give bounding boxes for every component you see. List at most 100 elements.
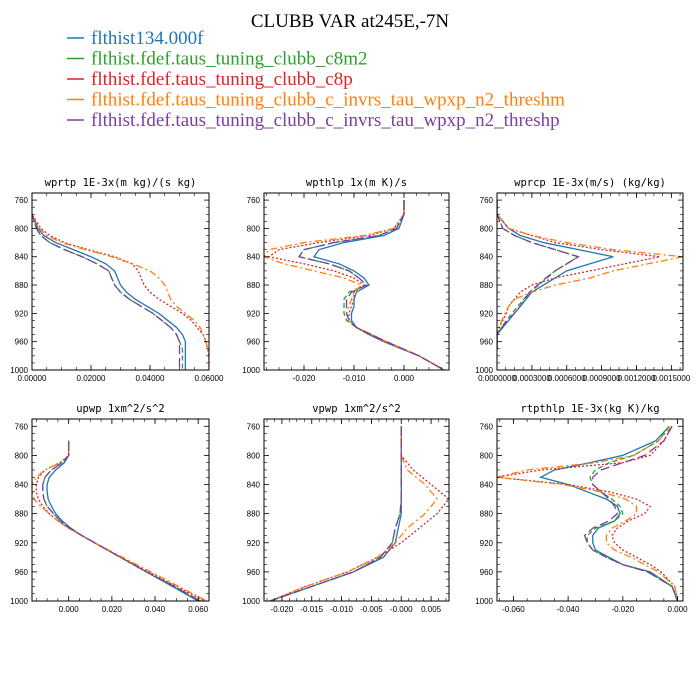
x-tick-label: 0.00000: [18, 374, 47, 383]
x-tick-label: 0.000: [394, 374, 415, 383]
y-tick-label: 840: [480, 481, 494, 490]
y-tick-label: 880: [15, 510, 29, 519]
x-tick-label: -0.020: [271, 605, 294, 614]
x-tick-label: 0.005: [421, 605, 442, 614]
series-line-3: [497, 425, 679, 601]
series-line-4: [32, 440, 208, 601]
panel-title: wpthlp 1x(m K)/s: [306, 177, 407, 189]
y-tick-label: 920: [15, 309, 29, 318]
x-tick-label: 0.020: [102, 605, 123, 614]
y-tick-label: 880: [247, 510, 261, 519]
x-tick-label: 0.0015000: [652, 374, 690, 383]
y-tick-label: 1000: [475, 366, 493, 375]
panel-title: wprtp 1E-3x(m kg)/(s kg): [45, 177, 197, 189]
figure-title: CLUBB VAR at245E,-7N: [251, 11, 450, 32]
y-tick-label: 800: [480, 224, 494, 233]
y-tick-label: 880: [480, 510, 494, 519]
series-line-5: [42, 440, 201, 601]
series-line-1: [497, 200, 614, 349]
x-tick-label: -0.060: [502, 605, 525, 614]
legend-entry: flthist.fdef.taus_tuning_clubb_c_invrs_t…: [91, 110, 560, 131]
y-tick-label: 960: [15, 338, 29, 347]
y-tick-label: 960: [247, 338, 261, 347]
series-line-4: [32, 211, 209, 370]
series-line-3: [35, 440, 205, 601]
plot-frame: [263, 192, 450, 371]
y-tick-label: 920: [247, 539, 261, 548]
y-tick-label: 760: [247, 196, 261, 205]
y-tick-label: 920: [480, 539, 494, 548]
y-tick-label: 1000: [10, 597, 28, 606]
chart-panel: upwp 1xm^2/s^2 760 800 840 880 920 960 1000 0.00…: [10, 403, 210, 614]
y-tick-label: 760: [15, 196, 29, 205]
y-tick-label: 960: [15, 568, 29, 577]
panel-title: wprcp 1E-3x(m/s) (kg/kg): [514, 177, 666, 189]
x-tick-label: 0.000: [668, 605, 689, 614]
y-tick-label: 1000: [10, 366, 28, 375]
y-tick-label: 800: [247, 451, 261, 460]
x-tick-label: -0.020: [611, 605, 634, 614]
chart-panel: wprtp 1E-3x(m kg)/(s kg) 760 800 840 880 920 9…: [10, 177, 224, 383]
x-tick-label: 0.040: [145, 605, 166, 614]
x-tick-label: 0.06000: [195, 374, 224, 383]
chart-panel: vpwp 1xm^2/s^2 760 800 840 880 920 960 1000 -0.0…: [242, 403, 450, 614]
y-tick-label: 840: [247, 253, 261, 262]
x-tick-label: 0.0006000: [548, 374, 586, 383]
x-tick-label: -0.005: [360, 605, 383, 614]
y-tick-label: 760: [247, 422, 261, 431]
x-tick-label: 0.02000: [77, 374, 106, 383]
series-line-5: [269, 426, 402, 601]
panel-title: rtpthlp 1E-3x(kg K)/kg: [520, 403, 659, 415]
x-tick-label: -0.020: [293, 374, 316, 383]
x-tick-label: -0.010: [330, 605, 353, 614]
plot-frame: [496, 192, 684, 371]
series-line-5: [297, 200, 445, 370]
series-line-3: [32, 211, 209, 370]
legend: flthist134.000fflthist.fdef.taus_tuning_…: [67, 28, 565, 131]
y-tick-label: 1000: [242, 366, 260, 375]
panels: wprtp 1E-3x(m kg)/(s kg) 760 800 840 880 920 9…: [10, 177, 691, 614]
y-tick-label: 760: [480, 196, 494, 205]
chart-panel: wprcp 1E-3x(m/s) (kg/kg) 760 800 840 880 920 9…: [475, 177, 691, 383]
panel-title: vpwp 1xm^2/s^2: [312, 403, 401, 415]
y-tick-label: 800: [15, 224, 29, 233]
plot-frame: [31, 418, 210, 602]
y-tick-label: 1000: [242, 597, 260, 606]
y-tick-label: 800: [15, 451, 29, 460]
y-tick-label: 840: [247, 481, 261, 490]
y-tick-label: 960: [480, 338, 494, 347]
x-tick-label: 0.0000000: [478, 374, 516, 383]
x-tick-label: 0.060: [188, 605, 209, 614]
y-tick-label: 760: [480, 422, 494, 431]
series-line-1: [312, 200, 445, 370]
y-tick-label: 920: [480, 309, 494, 318]
y-tick-label: 920: [247, 309, 261, 318]
series-line-4: [497, 425, 679, 601]
series-line-1: [32, 211, 187, 370]
y-tick-label: 880: [247, 281, 261, 290]
chart-panel: wpthlp 1x(m K)/s 760 800 840 880 920 960 1000 -0…: [242, 177, 450, 383]
y-tick-label: 840: [480, 253, 494, 262]
x-tick-label: -0.015: [300, 605, 323, 614]
series-line-5: [583, 425, 679, 601]
y-tick-label: 880: [15, 281, 29, 290]
series-line-4: [269, 426, 438, 601]
chart-panel: rtpthlp 1E-3x(kg K)/kg 760 800 840 880 920 960…: [475, 403, 688, 614]
plot-frame: [496, 418, 684, 602]
legend-entry: flthist.fdef.taus_tuning_clubb_c8m2: [91, 49, 368, 70]
series-line-4: [497, 200, 683, 349]
x-tick-label: 0.0003000: [513, 374, 551, 383]
y-tick-label: 760: [15, 422, 29, 431]
panel-title: upwp 1xm^2/s^2: [76, 403, 165, 415]
x-tick-label: 0.0012000: [618, 374, 656, 383]
y-tick-label: 840: [15, 253, 29, 262]
series-line-5: [32, 211, 181, 370]
y-tick-label: 840: [15, 481, 29, 490]
legend-entry: flthist.fdef.taus_tuning_clubb_c_invrs_t…: [91, 90, 565, 111]
series-line-3: [267, 200, 445, 370]
y-tick-label: 960: [480, 568, 494, 577]
y-tick-label: 920: [15, 539, 29, 548]
x-tick-label: 0.0009000: [583, 374, 621, 383]
y-tick-label: 960: [247, 568, 261, 577]
